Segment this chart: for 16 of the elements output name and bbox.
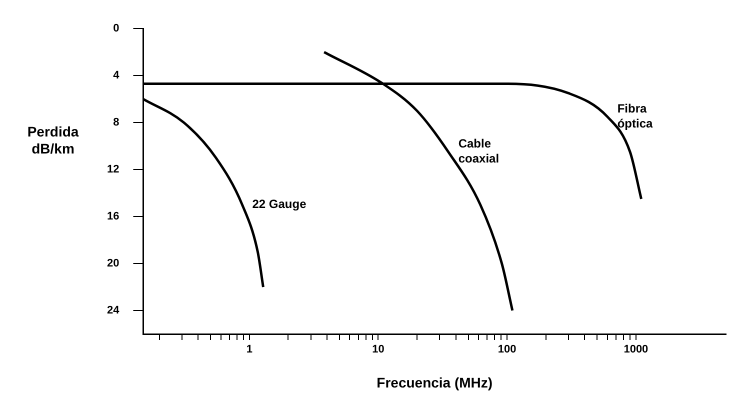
y-tick-label: 24 [106,304,120,317]
x-tick-label: 10 [372,344,384,356]
y-tick-label: 20 [106,258,120,270]
y-tick-label: 12 [106,164,120,176]
x-axis-title: Frecuencia (MHz) [376,374,493,390]
y-axis-title: Perdida dB/km [27,124,79,157]
series-label: Cable coaxial [458,136,500,166]
y-tick-label: 0 [113,22,120,35]
y-tick-label: 8 [113,116,120,129]
x-tick-label: 1 [246,344,252,356]
y-tick-label: 4 [113,70,120,82]
x-tick-label: 100 [498,344,516,356]
series-label: Fibra óptica [617,102,654,131]
x-tick-label: 1000 [624,344,648,356]
series-label: 22 Gauge [252,197,307,212]
y-tick-label: 16 [106,210,120,223]
